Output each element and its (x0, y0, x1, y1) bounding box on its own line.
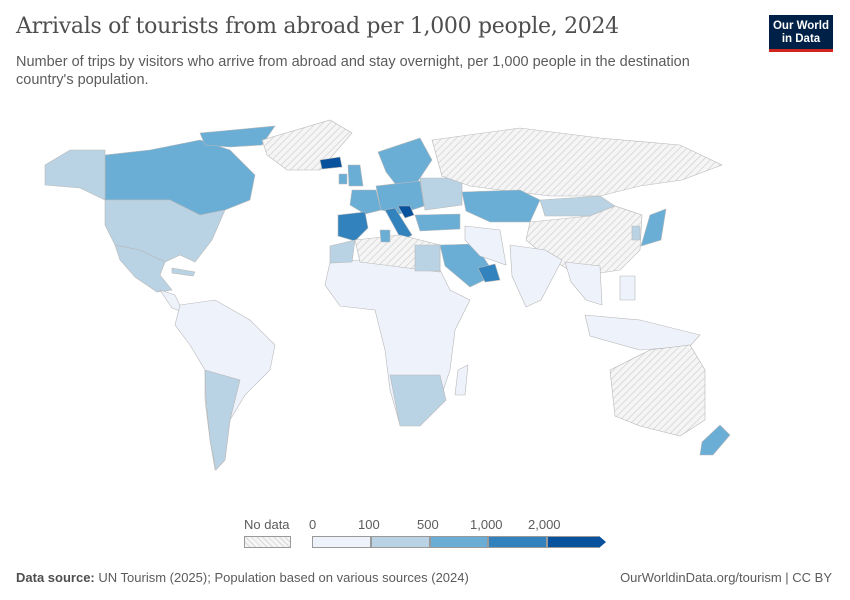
country-united-states[interactable] (104, 199, 226, 263)
country-southern-africa[interactable] (389, 374, 447, 427)
footer-link[interactable]: OurWorldinData.org/tourism | CC BY (620, 570, 832, 585)
data-source: Data source: UN Tourism (2025); Populati… (16, 570, 469, 585)
country-greenland[interactable] (261, 119, 353, 171)
country-japan[interactable] (640, 208, 667, 247)
country-spain-and-portugal[interactable] (337, 211, 369, 242)
country-gulf-states[interactable] (477, 263, 501, 283)
country-canadian-arctic[interactable] (199, 125, 276, 148)
country-turkey[interactable] (414, 213, 461, 232)
data-source-label: Data source: (16, 570, 95, 585)
country-united-kingdom[interactable] (347, 164, 364, 187)
chart-title: Arrivals of tourists from abroad per 1,0… (16, 14, 619, 39)
country-southeast-asia[interactable] (564, 261, 603, 306)
country-egypt[interactable] (414, 244, 441, 272)
data-source-text: UN Tourism (2025); Population based on v… (98, 570, 469, 585)
country-croatia[interactable] (397, 205, 415, 219)
country-australia[interactable] (609, 344, 706, 437)
country-india[interactable] (509, 244, 563, 308)
country-italy[interactable] (384, 207, 413, 242)
country-south-korea[interactable] (631, 225, 641, 241)
country-philippines[interactable] (619, 275, 636, 301)
country-eastern-europe[interactable] (419, 177, 463, 211)
country-madagascar[interactable] (454, 364, 469, 396)
country-france[interactable] (349, 189, 382, 215)
country-morocco[interactable] (329, 239, 356, 264)
country-russia[interactable] (431, 127, 723, 197)
country-iran[interactable] (464, 225, 507, 266)
country-argentina-and-chile[interactable] (204, 369, 241, 471)
country-cuba[interactable] (171, 267, 196, 277)
country-iceland[interactable] (319, 156, 343, 170)
country-alaska[interactable] (44, 149, 106, 201)
owid-logo[interactable]: Our World in Data (769, 15, 833, 52)
country-mexico[interactable] (114, 244, 173, 293)
country-tunisia[interactable] (379, 229, 391, 243)
country-indonesia[interactable] (584, 314, 701, 351)
country-kazakhstan[interactable] (461, 189, 541, 223)
country-ireland[interactable] (338, 173, 348, 185)
country-new-zealand[interactable] (699, 424, 731, 456)
chart-subtitle: Number of trips by visitors who arrive f… (16, 54, 690, 88)
